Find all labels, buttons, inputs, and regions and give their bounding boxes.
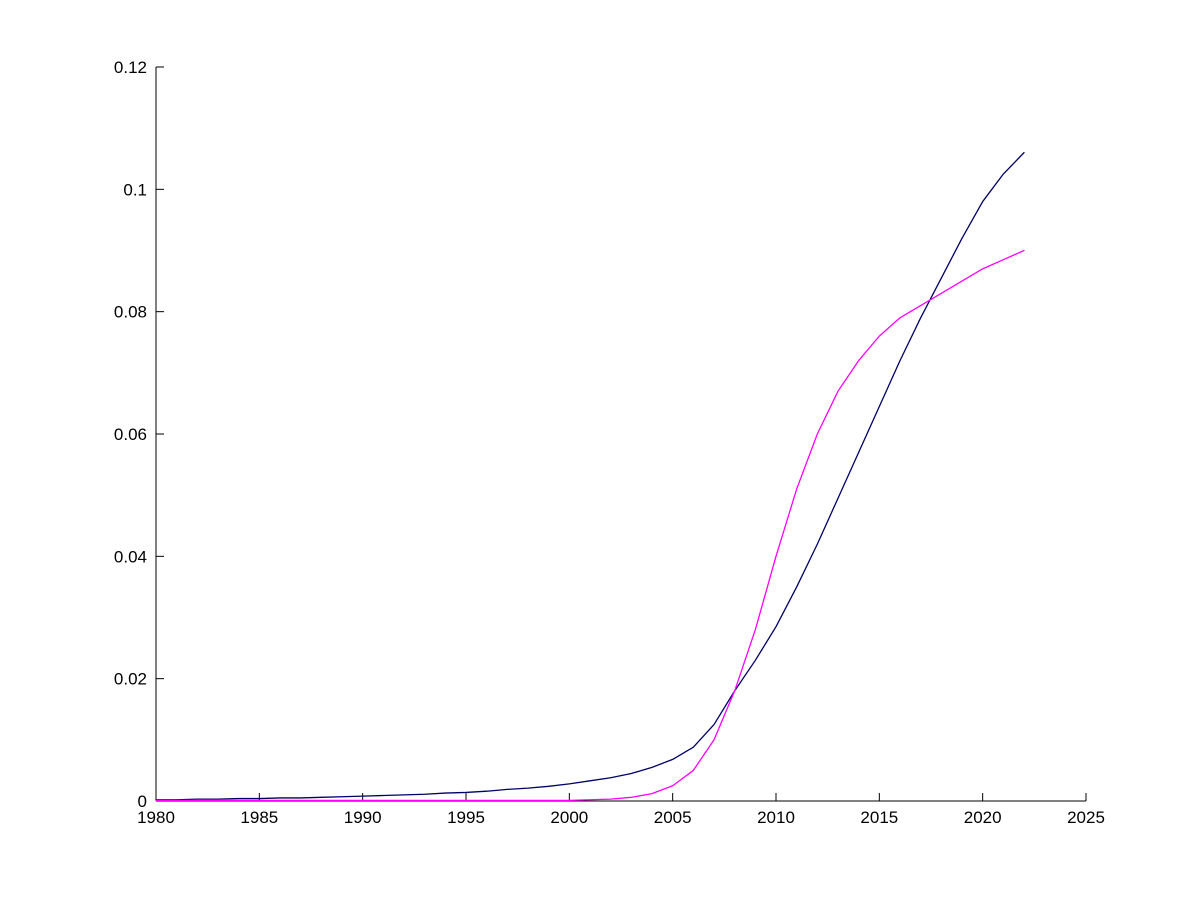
y-tick-label: 0.06 [114, 425, 147, 444]
x-tick-label: 2025 [1067, 808, 1105, 827]
y-tick-label: 0.08 [114, 303, 147, 322]
x-tick-label: 2015 [860, 808, 898, 827]
x-tick-label: 1995 [447, 808, 485, 827]
x-tick-label: 2000 [550, 808, 588, 827]
y-tick-label: 0.04 [114, 547, 147, 566]
x-tick-label: 1985 [240, 808, 278, 827]
y-tick-label: 0.02 [114, 670, 147, 689]
y-tick-label: 0.12 [114, 58, 147, 77]
series-line-magenta-logistic-curve [155, 249, 1025, 802]
series-line-navy-exponential-curve [155, 151, 1025, 801]
x-tick-label: 2020 [964, 808, 1002, 827]
y-tick-label: 0.1 [123, 180, 147, 199]
y-tick-label: 0 [138, 792, 147, 811]
x-tick-label: 1990 [344, 808, 382, 827]
x-tick-label: 2005 [654, 808, 692, 827]
x-tick-label: 1980 [137, 808, 175, 827]
x-tick-label: 2010 [757, 808, 795, 827]
